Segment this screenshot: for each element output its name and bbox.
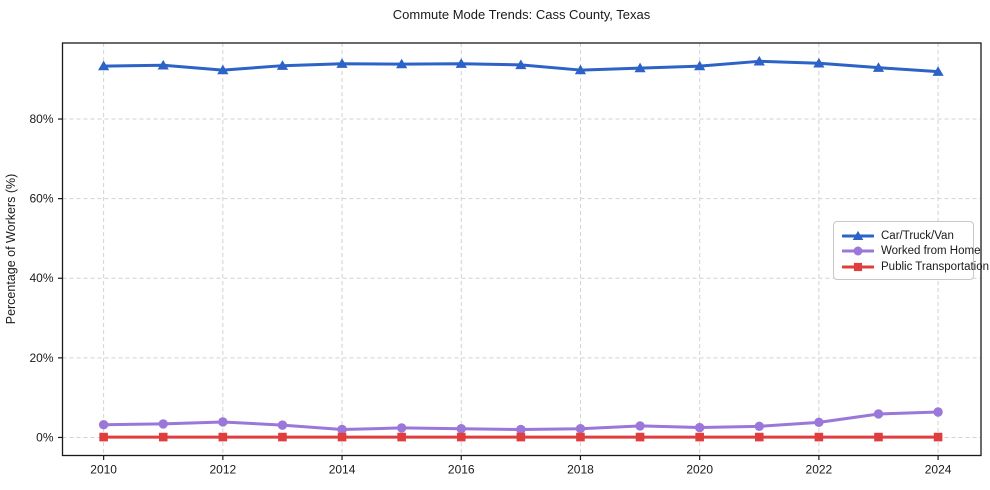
x-tick-label: 2022 bbox=[806, 463, 833, 477]
legend: Car/Truck/Van Worked from Home Public Tr… bbox=[833, 221, 989, 280]
legend-label: Car/Truck/Van bbox=[881, 229, 954, 242]
circle-marker-icon bbox=[814, 417, 824, 428]
square-marker-icon bbox=[754, 432, 764, 442]
circle-marker-icon bbox=[873, 409, 884, 419]
y-axis-label: Percentage of Workers (%) bbox=[4, 174, 18, 325]
x-tick-label: 2012 bbox=[209, 463, 236, 477]
circle-marker-icon bbox=[337, 424, 347, 435]
circle-marker-icon bbox=[277, 420, 288, 430]
legend-item-car-truck-van: Car/Truck/Van bbox=[842, 228, 967, 243]
triangle-marker-icon bbox=[336, 58, 348, 68]
axes-layer: 2010 2012 2014 2016 2018 2020 2022 2024 0% 20% 40%… bbox=[29, 42, 982, 477]
x-tick-label: 2024 bbox=[925, 463, 952, 477]
series-2 bbox=[99, 432, 943, 442]
chart-title: Commute Mode Trends: Cass County, Texas bbox=[392, 7, 651, 22]
x-tick-label: 2018 bbox=[567, 463, 594, 477]
triangle-marker-icon bbox=[574, 64, 587, 75]
legend-circle-swatch-icon bbox=[842, 246, 874, 256]
circle-marker-icon bbox=[396, 423, 407, 433]
series-layer bbox=[98, 55, 944, 442]
square-marker-icon bbox=[814, 432, 824, 442]
y-tick-label: 80% bbox=[29, 112, 53, 126]
square-marker-icon bbox=[456, 432, 466, 442]
triangle-marker-icon bbox=[932, 66, 944, 76]
circle-marker-icon bbox=[456, 424, 466, 434]
y-tick-label: 20% bbox=[29, 351, 53, 365]
triangle-marker-icon bbox=[694, 60, 706, 71]
y-tick-label: 40% bbox=[29, 271, 53, 285]
circle-marker-icon bbox=[98, 420, 109, 430]
circle-marker-icon bbox=[218, 417, 228, 427]
square-marker-icon bbox=[933, 432, 943, 442]
square-marker-icon bbox=[635, 432, 645, 442]
triangle-marker-icon bbox=[217, 64, 229, 75]
square-marker-icon bbox=[874, 432, 883, 442]
x-tick-label: 2016 bbox=[448, 463, 475, 477]
series-1 bbox=[98, 407, 943, 435]
triangle-marker-icon bbox=[813, 57, 825, 68]
triangle-marker-icon bbox=[455, 58, 467, 68]
legend-triangle-swatch-icon bbox=[842, 230, 874, 240]
legend-square-swatch-icon bbox=[842, 262, 874, 271]
triangle-marker-icon bbox=[276, 60, 289, 70]
triangle-marker-icon bbox=[872, 62, 885, 72]
triangle-marker-icon bbox=[157, 59, 169, 70]
triangle-marker-icon bbox=[753, 55, 765, 66]
legend-label: Public Transportation bbox=[881, 260, 990, 273]
circle-marker-icon bbox=[516, 424, 526, 435]
plot-border bbox=[61, 42, 982, 457]
square-marker-icon bbox=[853, 262, 863, 271]
y-tick-label: 0% bbox=[36, 430, 54, 444]
legend-item-public-transportation: Public Transportation bbox=[842, 259, 989, 274]
triangle-marker-icon bbox=[98, 60, 110, 71]
x-tick-label: 2020 bbox=[686, 463, 713, 477]
triangle-marker-icon bbox=[634, 62, 646, 73]
triangle-marker-icon bbox=[852, 230, 864, 240]
y-tick-label: 60% bbox=[29, 192, 53, 206]
circle-marker-icon bbox=[575, 424, 586, 434]
square-marker-icon bbox=[576, 432, 585, 442]
square-marker-icon bbox=[99, 432, 108, 442]
circle-marker-icon bbox=[933, 407, 943, 417]
legend-item-worked-from-home: Worked from Home bbox=[842, 244, 980, 259]
circle-marker-icon bbox=[853, 246, 863, 256]
circle-marker-icon bbox=[158, 419, 168, 429]
x-tick-label: 2010 bbox=[90, 463, 117, 477]
square-marker-icon bbox=[695, 432, 704, 442]
legend-label: Worked from Home bbox=[881, 245, 981, 257]
triangle-marker-icon bbox=[396, 58, 408, 69]
circle-marker-icon bbox=[694, 422, 705, 433]
square-marker-icon bbox=[516, 432, 526, 442]
square-marker-icon bbox=[337, 432, 347, 442]
square-marker-icon bbox=[278, 432, 287, 442]
series-0 bbox=[98, 55, 944, 76]
circle-marker-icon bbox=[635, 421, 645, 431]
triangle-marker-icon bbox=[515, 59, 527, 70]
x-tick-label: 2014 bbox=[329, 463, 356, 477]
square-marker-icon bbox=[397, 432, 406, 442]
circle-marker-icon bbox=[754, 421, 764, 432]
square-marker-icon bbox=[158, 432, 168, 442]
square-marker-icon bbox=[218, 432, 228, 442]
